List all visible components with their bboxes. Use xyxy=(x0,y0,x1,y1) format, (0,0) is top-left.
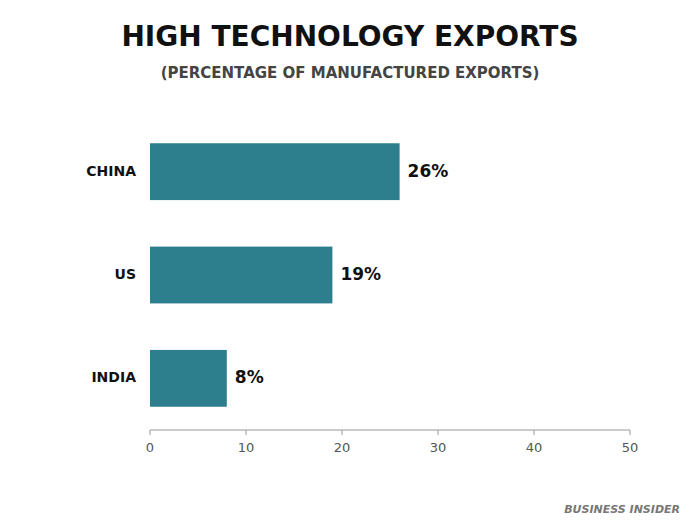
tick xyxy=(342,430,343,435)
subtitle: (PERCENTAGE OF MANUFACTURED EXPORTS) xyxy=(161,64,540,82)
x-axis: 0 10 20 30 40 50 xyxy=(146,430,638,455)
category-labels: CHINA US INDIA xyxy=(86,163,136,386)
tick-label: 20 xyxy=(334,440,351,455)
tick xyxy=(630,430,631,435)
annotation: BUSINESS INSIDER xyxy=(564,503,680,516)
data-label: 26% xyxy=(408,161,449,181)
tick xyxy=(438,430,439,435)
axis-line xyxy=(150,430,630,431)
bar xyxy=(150,350,227,407)
bar xyxy=(150,143,400,200)
title: HIGH TECHNOLOGY EXPORTS xyxy=(121,20,578,53)
chart-svg: HIGH TECHNOLOGY EXPORTS (PERCENTAGE OF MA… xyxy=(0,0,700,525)
category-label: CHINA xyxy=(86,163,136,179)
tick-label: 50 xyxy=(622,440,639,455)
category-label: US xyxy=(115,266,136,282)
tick xyxy=(534,430,535,435)
tick xyxy=(150,430,151,435)
tick-label: 0 xyxy=(146,440,154,455)
bar xyxy=(150,247,332,304)
data-labels: 26% 19% 8% xyxy=(235,161,449,388)
category-label: INDIA xyxy=(91,369,136,385)
data-label: 19% xyxy=(340,264,381,284)
bars xyxy=(150,143,400,407)
tick-label: 30 xyxy=(430,440,447,455)
tick-label: 10 xyxy=(238,440,255,455)
tick-label: 40 xyxy=(526,440,543,455)
data-label: 8% xyxy=(235,367,264,387)
tick xyxy=(246,430,247,435)
chart-container: HIGH TECHNOLOGY EXPORTS (PERCENTAGE OF MA… xyxy=(0,0,700,525)
